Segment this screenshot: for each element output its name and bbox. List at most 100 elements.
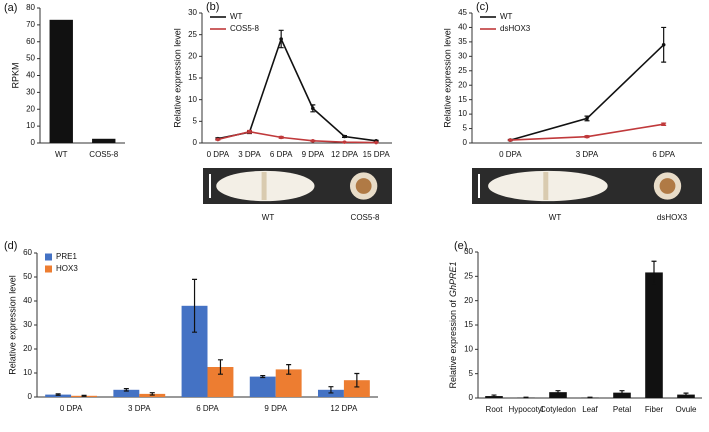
- y-tick-label: 30: [26, 87, 35, 96]
- y-tick-label: 40: [458, 23, 467, 32]
- y-tick-label: 10: [23, 368, 32, 377]
- x-tick-label: 6 DPA: [652, 150, 675, 159]
- error-bar: [328, 386, 334, 394]
- point: [279, 135, 283, 140]
- y-tick-label: 15: [188, 73, 197, 82]
- x-tick-label: 0 DPA: [60, 404, 83, 413]
- y-tick-label: 0: [463, 138, 468, 147]
- bar: [113, 389, 140, 397]
- point: [279, 37, 283, 41]
- legend-label: WT: [500, 12, 513, 21]
- y-tick-label: 15: [464, 320, 473, 329]
- x-tick-label: 0 DPA: [207, 150, 230, 159]
- photo-seed: [543, 172, 549, 200]
- y-tick-label: 25: [458, 66, 467, 75]
- error-bar: [55, 393, 61, 396]
- line: [217, 36, 377, 142]
- panel-label: (a): [4, 2, 17, 14]
- y-axis-label-gene: GhPRE1: [448, 261, 458, 297]
- x-tick-label: 3 DPA: [128, 404, 151, 413]
- legend-label: WT: [230, 12, 243, 21]
- y-axis-label: Relative expression level: [7, 275, 17, 375]
- photo-label: WT: [549, 213, 562, 222]
- y-tick-label: 30: [458, 51, 467, 60]
- y-tick-label: 0: [31, 138, 36, 147]
- x-tick-label: 12 DPA: [331, 150, 359, 159]
- photo-label: dsHOX3: [657, 213, 688, 222]
- y-tick-label: 0: [469, 393, 474, 402]
- y-axis-label: Relative expression level: [442, 28, 452, 128]
- y-tick-label: 5: [193, 116, 198, 125]
- line: [510, 44, 665, 141]
- y-tick-label: 20: [464, 296, 473, 305]
- point: [311, 106, 315, 111]
- photo-label: WT: [262, 213, 275, 222]
- x-tick-label: Ovule: [676, 405, 697, 414]
- x-tick-label: 3 DPA: [576, 150, 599, 159]
- y-tick-label: 70: [26, 20, 35, 29]
- line: [217, 130, 377, 144]
- x-tick-label: Cotyledon: [540, 405, 576, 414]
- x-tick-label: 9 DPA: [264, 404, 287, 413]
- bar: [343, 380, 370, 397]
- point: [342, 140, 347, 144]
- y-tick-label: 60: [23, 248, 32, 257]
- y-tick-label: 10: [188, 95, 197, 104]
- photo-seed-mutant: [659, 178, 676, 194]
- y-tick-label: 60: [26, 37, 35, 46]
- y-tick-label: 20: [23, 344, 32, 353]
- error-bar: [286, 364, 292, 375]
- photo-seed: [261, 172, 267, 200]
- bar: [92, 138, 116, 143]
- point: [216, 137, 220, 142]
- x-tick-label: Hypocotyl: [508, 405, 543, 414]
- y-tick-label: 20: [26, 104, 35, 113]
- legend-label: COS5-8: [230, 24, 259, 33]
- error-bar: [217, 359, 223, 375]
- y-tick-label: 10: [26, 121, 35, 130]
- y-tick-label: 30: [188, 8, 197, 17]
- point: [508, 138, 513, 142]
- y-tick-label: 40: [23, 296, 32, 305]
- bar: [249, 376, 276, 397]
- x-tick-label: Fiber: [645, 405, 664, 414]
- x-tick-label: 12 DPA: [330, 404, 358, 413]
- y-tick-label: 35: [458, 37, 467, 46]
- x-tick-label: 15 DPA: [363, 150, 391, 159]
- y-tick-label: 30: [464, 247, 473, 256]
- error-bar: [192, 278, 198, 333]
- panel-label: (b): [206, 1, 219, 13]
- legend-label: PRE1: [56, 252, 77, 261]
- error-bar: [683, 392, 689, 397]
- panel-label: (d): [4, 240, 17, 252]
- y-tick-label: 5: [463, 124, 468, 133]
- bar: [613, 392, 631, 398]
- point: [247, 129, 252, 134]
- error-bar: [149, 392, 155, 396]
- y-tick-label: 15: [458, 95, 467, 104]
- y-tick-label: 10: [464, 344, 473, 353]
- x-tick-label: 0 DPA: [499, 150, 522, 159]
- error-bar: [123, 388, 129, 392]
- y-axis-label: Relative expression level: [172, 28, 182, 128]
- x-tick-label: Petal: [613, 405, 631, 414]
- y-tick-label: 0: [28, 392, 33, 401]
- point: [661, 122, 666, 127]
- x-tick-label: 6 DPA: [270, 150, 293, 159]
- legend-label: HOX3: [56, 264, 78, 273]
- y-axis-label: Relative expression of GhPRE1: [448, 261, 458, 388]
- bar: [549, 392, 567, 398]
- point: [661, 42, 666, 47]
- error-bar: [354, 372, 360, 388]
- y-tick-label: 50: [23, 272, 32, 281]
- x-tick-label: 6 DPA: [196, 404, 219, 413]
- photo-seed-mutant: [355, 178, 372, 194]
- panel-label: (e): [454, 240, 467, 252]
- x-tick-label: Root: [486, 405, 504, 414]
- y-tick-label: 20: [458, 80, 467, 89]
- point: [374, 140, 378, 145]
- error-bar: [555, 390, 561, 395]
- y-tick-label: 50: [26, 54, 35, 63]
- panel-label: (c): [476, 1, 489, 13]
